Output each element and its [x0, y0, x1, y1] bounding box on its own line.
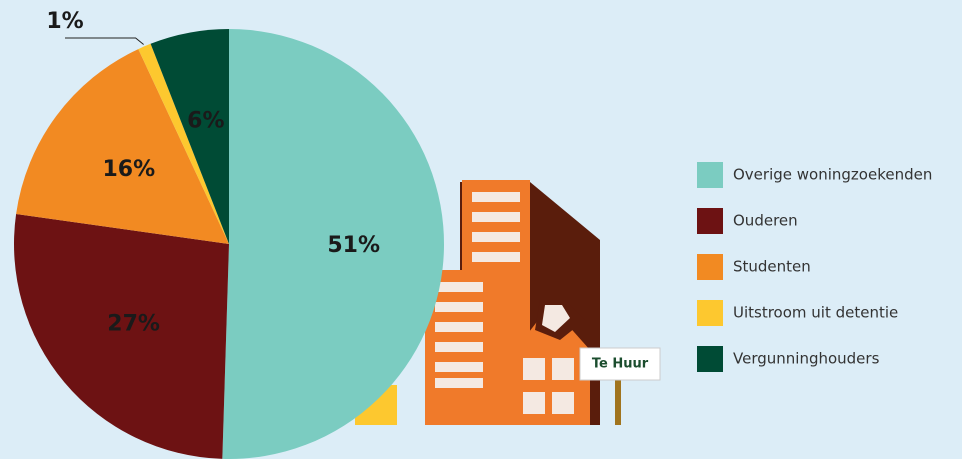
value-label: 27%	[107, 311, 160, 336]
legend: Overige woningzoekenden Ouderen Studenten U…	[697, 162, 932, 372]
value-label: 51%	[327, 233, 380, 258]
pie-slice	[16, 49, 229, 244]
sign-text: Te Huur	[592, 357, 649, 372]
pie-slice	[138, 43, 229, 244]
legend-label: Overige woningzoekenden	[733, 166, 932, 184]
legend-swatch	[697, 208, 723, 234]
illustration: Te Huur	[355, 180, 661, 425]
legend-swatch	[697, 254, 723, 280]
leader-line	[65, 37, 144, 45]
pie-slice	[222, 29, 444, 459]
legend-label: Studenten	[733, 258, 811, 276]
legend-swatch	[697, 162, 723, 188]
legend-label: Ouderen	[733, 212, 798, 230]
value-label: 6%	[187, 108, 224, 133]
value-label: 1%	[46, 9, 83, 34]
pie-slice	[150, 29, 229, 244]
legend-label: Uitstroom uit detentie	[733, 304, 898, 322]
legend-swatch	[697, 300, 723, 326]
pie: 51% 27% 16% 1% 6%	[14, 9, 444, 459]
pie-slice	[14, 214, 229, 459]
value-label: 16%	[102, 157, 155, 182]
legend-label: Vergunninghouders	[733, 350, 880, 368]
legend-swatch	[697, 346, 723, 372]
